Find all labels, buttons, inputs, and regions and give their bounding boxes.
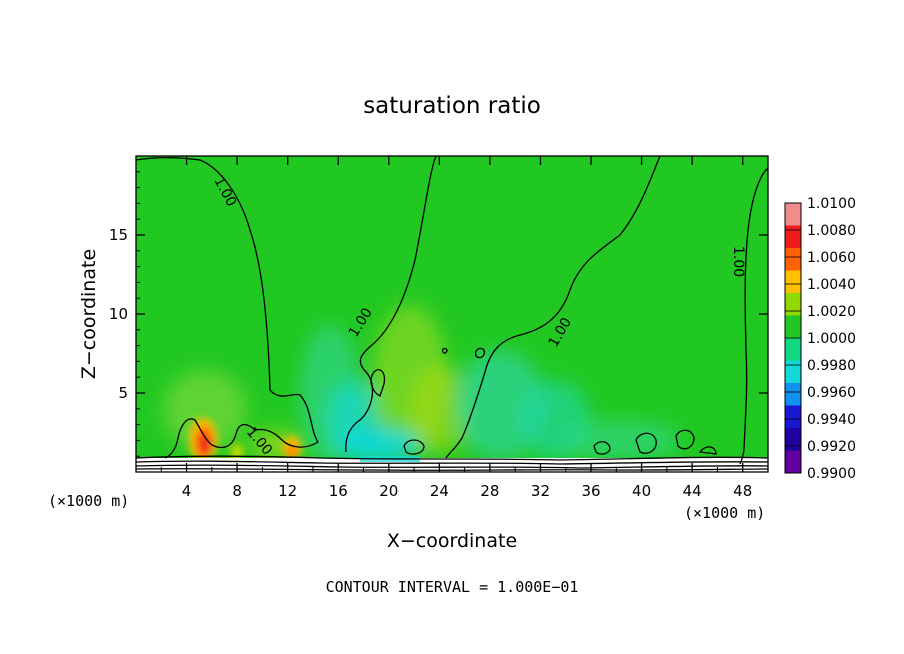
shade-region [340,427,420,463]
contour-blob [403,439,425,455]
plot-area: 1.00 1.00 1.00 1.00 1.00 [136,156,768,472]
contour-blob [441,347,448,354]
x-unit-right: (×1000 m) [684,504,765,522]
colorbar-swatch [785,248,801,271]
contour-blob [698,446,717,455]
x-tick-label: 24 [430,482,449,500]
colorbar-swatch [785,270,801,294]
x-tick-label: 48 [733,482,752,500]
colorbar-swatch [785,338,801,361]
contour-blob [474,347,486,359]
x-tick-label: 28 [480,482,499,500]
contour-label: 1.00 [730,246,746,277]
contour-stack [136,468,768,471]
contour-line-center [345,156,437,453]
surface-band [136,458,768,472]
colorbar-swatch [785,383,801,406]
colorbar: 1.0100 1.0080 1.0060 1.0040 1.0020 1.0000 0.99… [784,196,856,482]
contour-line-right [739,167,768,465]
colorbar-label: 1.0080 [807,223,856,239]
x-tick-label: 20 [379,482,398,500]
x-axis: 4 8 12 16 20 24 28 32 36 40 44 48 [160,156,752,500]
hot-spot-mid [287,444,297,458]
chart-title: saturation ratio [363,93,541,119]
colorbar-swatch [785,315,801,339]
shade-region [410,365,470,455]
colorbar-label: 1.0040 [807,277,856,293]
contour-line-center-right [445,156,661,459]
colorbar-label: 1.0060 [807,250,856,266]
x-unit-left: (×1000 m) [48,492,129,510]
contour-stack [136,460,768,465]
y-axis: 5 10 15 [109,171,768,457]
contour-blob [593,441,611,455]
field-shading [163,305,680,465]
x-tick-label: 32 [531,482,550,500]
contour-blob [370,369,386,397]
y-axis-label: Z−coordinate [78,249,100,379]
hot-spot-outer [230,444,244,460]
colorbar-swatch [785,405,801,429]
x-tick-label: 40 [632,482,651,500]
colorbar-label: 0.9980 [807,358,856,374]
x-axis-label: X−coordinate [387,530,517,552]
colorbar-swatch [785,450,801,474]
x-tick-label: 12 [278,482,297,500]
colorbar-swatch [785,203,801,226]
colorbar-label: 0.9900 [807,466,856,482]
y-tick-label: 10 [109,305,128,323]
x-tick-label: 8 [232,482,242,500]
colorbar-label: 0.9920 [807,439,856,455]
colorbar-swatch [785,225,801,249]
contour-stack [136,455,768,461]
colorbar-label: 1.0000 [807,331,856,347]
x-tick-label: 36 [581,482,600,500]
x-tick-label: 16 [329,482,348,500]
x-tick-label: 44 [683,482,702,500]
contour-lines [136,156,768,471]
shade-region [163,370,247,450]
shade-region [560,420,680,460]
contour-blob [635,432,657,454]
colorbar-swatch [785,293,801,316]
contour-blob [675,429,695,450]
contour-line-left [136,157,319,459]
x-tick-label: 4 [182,482,192,500]
colorbar-label: 1.0020 [807,304,856,320]
colorbar-label: 0.9960 [807,385,856,401]
hot-spots [189,418,301,462]
y-tick-label: 15 [109,226,128,244]
colorbar-label: 1.0100 [807,196,856,212]
y-tick-label: 5 [118,384,128,402]
colorbar-swatch [785,428,801,451]
contour-stack [136,464,768,469]
contour-interval-note: CONTOUR INTERVAL = 1.000E−01 [326,578,579,596]
colorbar-swatch [785,360,801,384]
colorbar-label: 0.9940 [807,412,856,428]
